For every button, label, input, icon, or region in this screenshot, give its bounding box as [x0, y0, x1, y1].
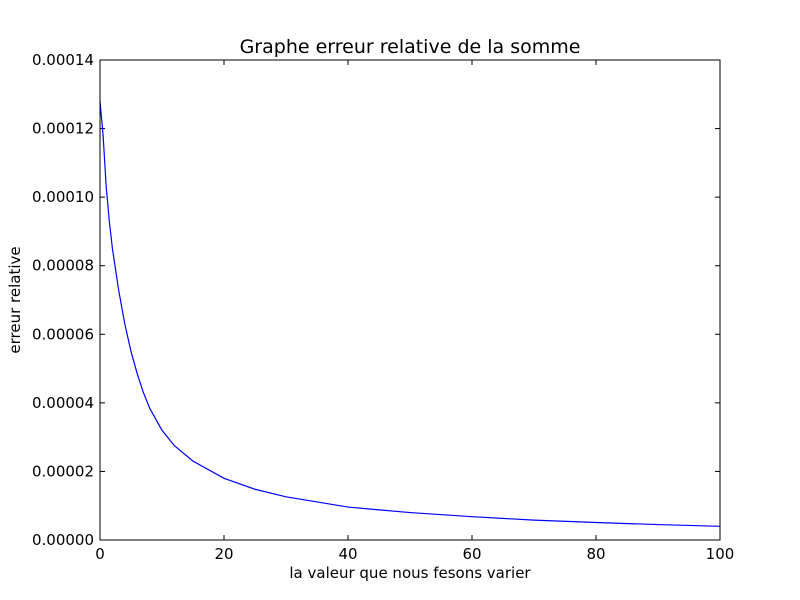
x-axis-label: la valeur que nous fesons varier [289, 564, 531, 582]
plot-frame [99, 59, 721, 541]
x-tick-label: 80 [586, 545, 605, 563]
y-tick-label: 0.00014 [32, 51, 94, 69]
x-tick-label: 60 [462, 545, 481, 563]
y-tick-label: 0.00004 [32, 394, 94, 412]
series-line [99, 101, 721, 527]
y-tick-label: 0.00012 [32, 120, 94, 138]
y-tick-label: 0.00000 [32, 531, 94, 549]
y-tick-label: 0.00010 [32, 188, 94, 206]
y-tick-label: 0.00008 [32, 257, 94, 275]
ticks-layer: 0 20 40 60 80 100 0.00000 0.00002 0.00004 0.00006… [32, 51, 734, 563]
x-tick-label: 40 [338, 545, 357, 563]
x-tick-label: 100 [706, 545, 735, 563]
x-tick-label: 0 [95, 545, 105, 563]
y-axis-label: erreur relative [6, 246, 24, 353]
chart-title: Graphe erreur relative de la somme [240, 36, 581, 58]
y-tick-label: 0.00002 [32, 462, 94, 480]
x-tick-label: 20 [214, 545, 233, 563]
y-tick-label: 0.00006 [32, 325, 94, 343]
